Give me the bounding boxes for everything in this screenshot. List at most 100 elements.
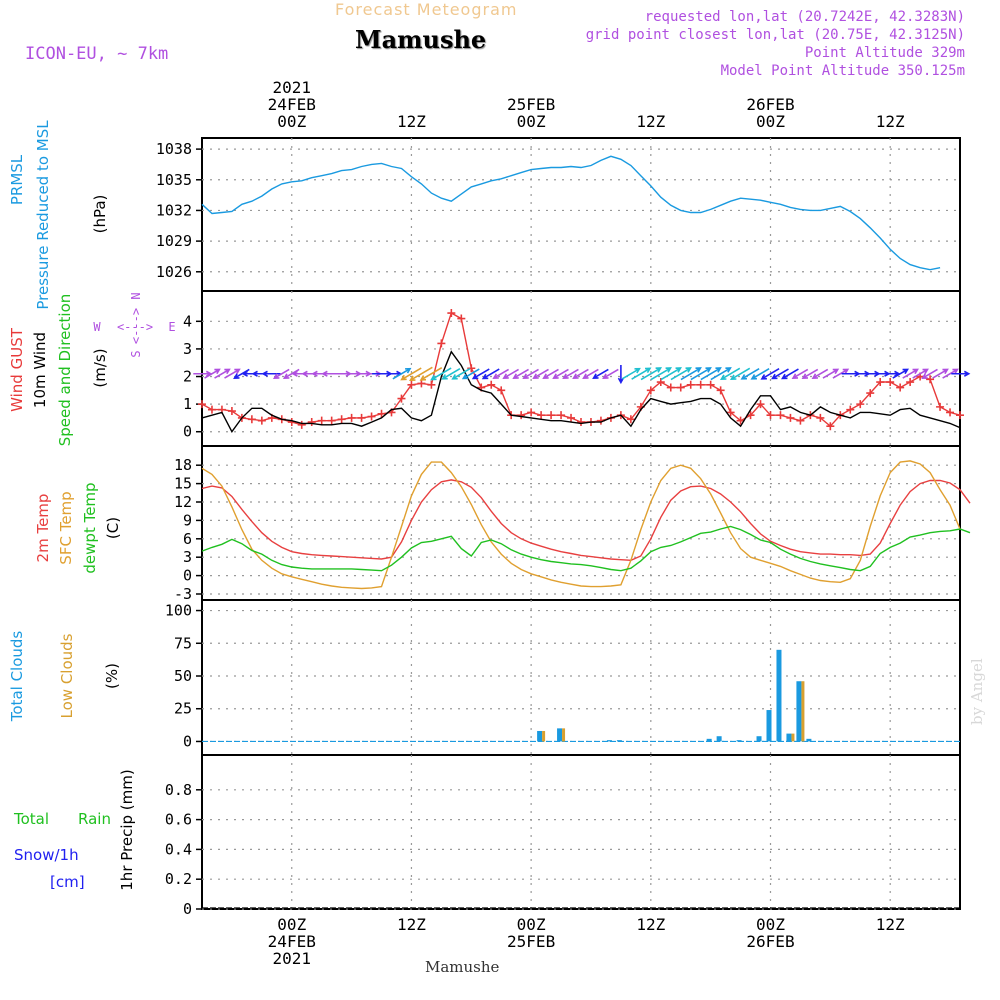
wind-arrow — [660, 367, 682, 381]
y-tick-label: 6 — [183, 530, 192, 548]
wind-arrow — [690, 367, 712, 381]
y-tick-label: 0 — [183, 732, 192, 750]
precip-axis-label: Rain — [78, 810, 111, 828]
total-cloud-bar — [786, 733, 792, 742]
wind-arrow — [451, 368, 471, 380]
y-tick-label: 0 — [183, 900, 192, 918]
gust-marker — [367, 412, 376, 421]
series-10m-wind — [201, 350, 961, 434]
wind-arrow — [461, 368, 480, 380]
wind-arrow — [680, 367, 702, 381]
wind-arrow — [912, 368, 929, 379]
y-tick-label: 1029 — [156, 232, 192, 250]
pressure-axis-label: Pressure Reduced to MSL — [34, 120, 52, 310]
bottom-time-label: 00Z — [517, 915, 546, 934]
gust-marker — [527, 408, 536, 417]
gust-marker — [856, 400, 865, 409]
gust-marker — [876, 378, 885, 387]
gust-marker — [826, 422, 835, 431]
top-time-label: 00Z — [517, 112, 546, 131]
gust-marker — [946, 408, 955, 417]
y-tick-label: 100 — [165, 602, 192, 620]
wind-arrow — [522, 368, 539, 379]
wind-arrow — [532, 368, 549, 379]
gust-marker — [297, 420, 306, 429]
panel-wind: 0 1 2 3 4 — [183, 290, 971, 447]
low-cloud-bar — [791, 733, 795, 742]
wind-arrow — [552, 368, 569, 379]
total-cloud-bar — [766, 710, 772, 742]
wind-arrow — [392, 367, 412, 380]
wind-arrow — [224, 368, 241, 379]
wind-arrow — [951, 370, 971, 377]
series-2m-temp — [201, 479, 971, 562]
wind-arrow — [441, 368, 461, 380]
temperature-axis-label: SFC Temp — [57, 491, 75, 564]
wind-compass: W <---> E N <---> S — [93, 292, 175, 357]
point-altitude: Point Altitude 329m — [804, 45, 965, 61]
pressure-axis-label: (hPa) — [91, 195, 109, 234]
top-time-label: 26FEB — [746, 95, 794, 114]
low-cloud-bar — [542, 730, 546, 742]
gust-marker — [886, 378, 895, 387]
pressure-axis-label: PRMSL — [8, 154, 26, 205]
bottom-time-label: 25FEB — [507, 932, 555, 951]
gust-marker — [547, 411, 556, 420]
gust-marker — [327, 416, 336, 425]
total-cloud-bar — [606, 740, 612, 742]
temperature-axis-label: (C) — [104, 517, 122, 539]
wind-arrow — [430, 367, 452, 381]
top-time-label: 24FEB — [268, 95, 316, 114]
top-time-label: 00Z — [756, 112, 785, 131]
precip-axis-label: Total — [13, 810, 49, 828]
series-dewpt-temp — [201, 525, 971, 572]
gust-marker — [437, 339, 446, 348]
wind-arrow — [471, 368, 490, 380]
series-prmsl — [201, 155, 941, 271]
location-name: Mamushe — [355, 25, 487, 54]
top-time-label: 2021 — [272, 78, 311, 97]
total-cloud-bar — [806, 738, 812, 742]
gust-marker — [417, 379, 426, 388]
gust-marker — [227, 407, 236, 416]
wind-arrow — [650, 367, 673, 381]
panel-frame — [201, 137, 961, 292]
gust-marker — [786, 413, 795, 422]
gust-marker — [816, 413, 825, 422]
wind-arrow — [419, 366, 443, 381]
y-tick-label: 0.8 — [165, 781, 192, 799]
wind-arrow — [409, 366, 433, 382]
wind-arrow — [719, 367, 741, 381]
gust-marker — [357, 413, 366, 422]
gust-marker — [646, 386, 655, 395]
gust-marker — [377, 409, 386, 418]
gust-marker — [537, 411, 546, 420]
gust-marker — [666, 383, 675, 392]
y-tick-label: 12 — [174, 493, 192, 511]
y-tick-label: 1035 — [156, 171, 192, 189]
total-cloud-bar — [706, 738, 712, 742]
clouds-axis-label: Total Clouds — [8, 631, 26, 723]
wind-arrow — [640, 367, 663, 381]
wind-arrow — [791, 368, 809, 379]
y-tick-label: 0.6 — [165, 811, 192, 829]
wind-arrow — [492, 368, 510, 379]
wind-axis-label: Wind GUST — [8, 327, 26, 412]
bottom-time-label: 12Z — [876, 915, 905, 934]
model-name: ICON-EU, ~ 7km — [25, 44, 169, 64]
wind-arrow — [621, 367, 641, 380]
temperature-axis-label: dewpt Temp — [81, 482, 99, 573]
wind-arrow — [204, 368, 221, 379]
wind-arrow — [400, 367, 422, 381]
y-tick-label: 2 — [183, 368, 192, 386]
panel-frame — [201, 445, 961, 601]
wind-arrow — [214, 368, 231, 379]
y-tick-label: 1038 — [156, 140, 192, 158]
low-cloud-bar — [562, 728, 566, 742]
gust-marker — [896, 383, 905, 392]
wind-arrow — [670, 367, 692, 381]
bottom-time-label: 2021 — [272, 949, 311, 968]
wind-arrow — [617, 365, 624, 385]
wind-arrow — [572, 368, 589, 379]
